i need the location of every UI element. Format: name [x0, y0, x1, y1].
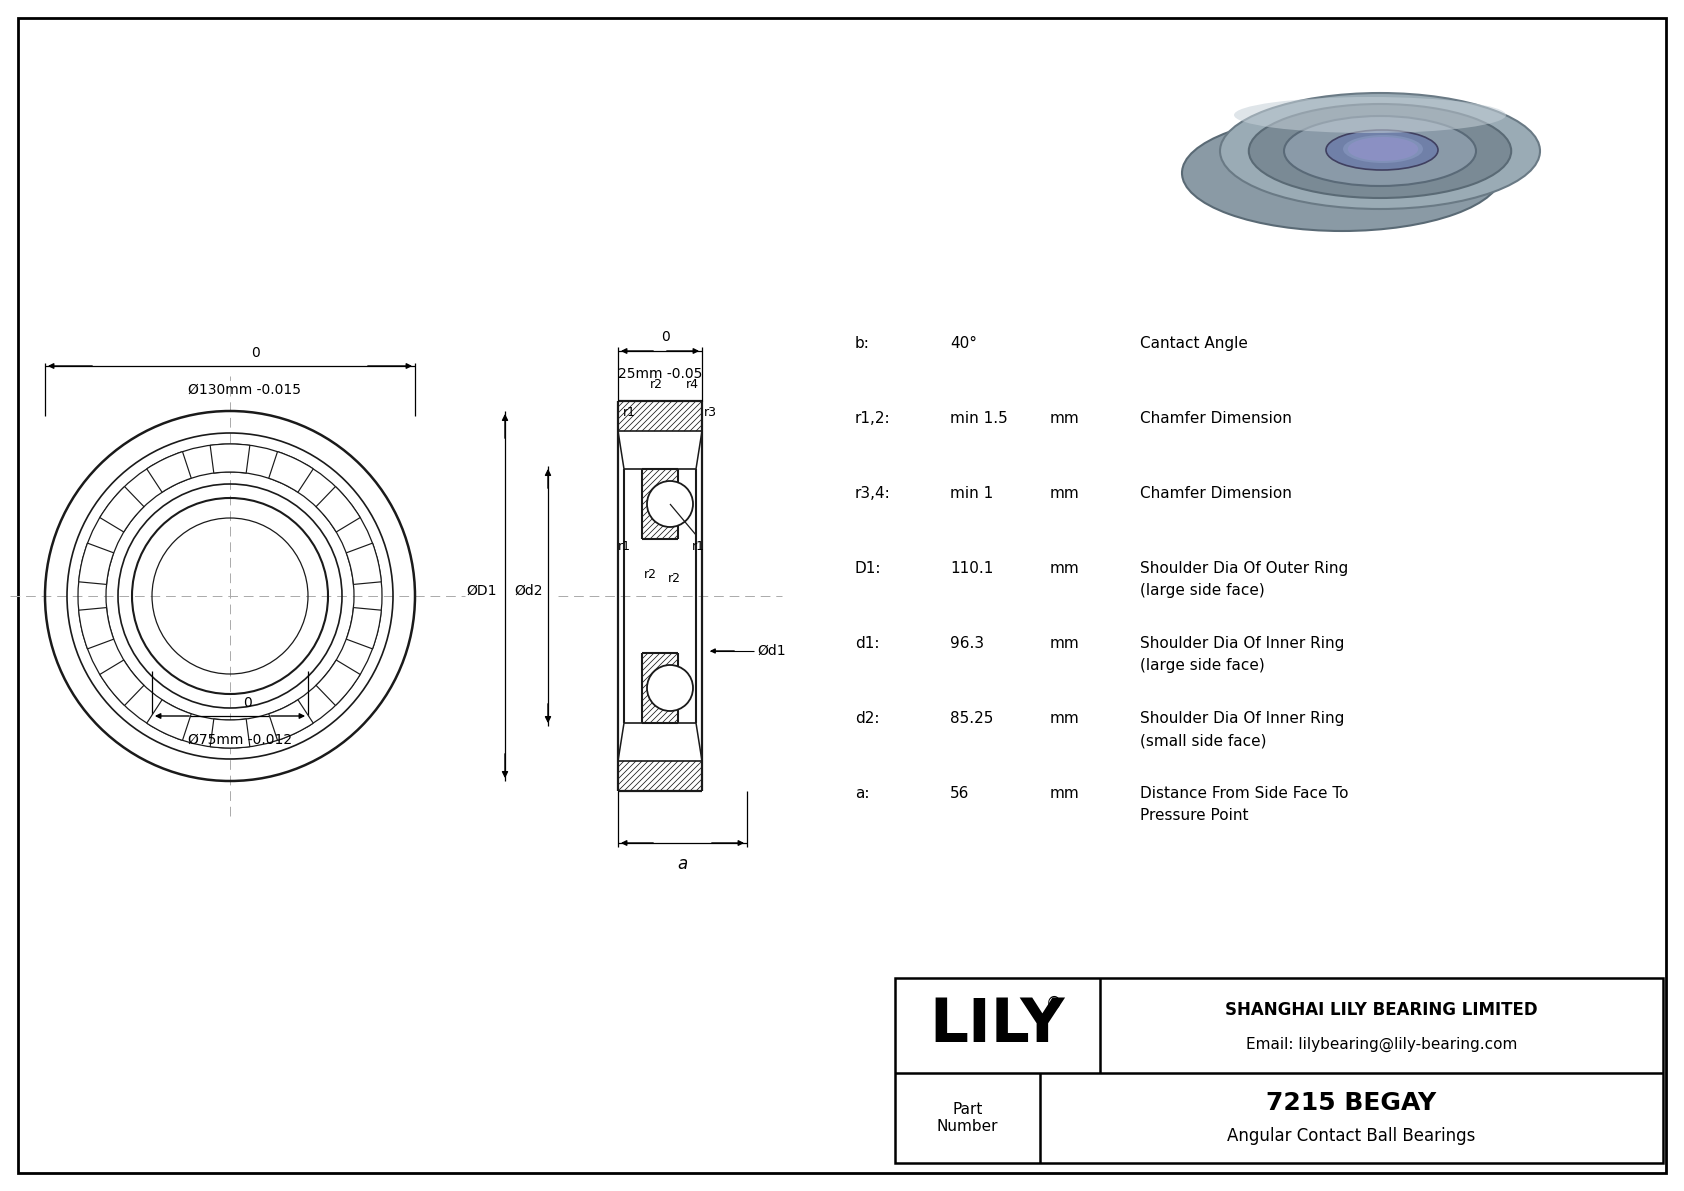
Text: r1: r1	[692, 540, 704, 553]
Text: Part
Number: Part Number	[936, 1102, 999, 1134]
Ellipse shape	[1219, 93, 1539, 208]
Wedge shape	[147, 451, 192, 492]
Text: 85.25: 85.25	[950, 711, 994, 727]
Wedge shape	[317, 660, 360, 705]
Ellipse shape	[1344, 135, 1423, 163]
Text: r4: r4	[685, 378, 699, 391]
Wedge shape	[210, 444, 249, 473]
Wedge shape	[347, 543, 381, 585]
Ellipse shape	[1234, 96, 1505, 133]
Text: mm: mm	[1051, 786, 1079, 802]
Text: r1,2:: r1,2:	[855, 411, 891, 426]
Text: Angular Contact Ball Bearings: Angular Contact Ball Bearings	[1228, 1127, 1475, 1145]
Text: 96.3: 96.3	[950, 636, 983, 651]
Text: 40°: 40°	[950, 336, 977, 351]
Wedge shape	[99, 487, 143, 532]
Text: r2: r2	[667, 572, 680, 585]
Text: 0: 0	[660, 330, 669, 344]
Text: min 1.5: min 1.5	[950, 411, 1007, 426]
Text: Ød2: Ød2	[515, 584, 542, 598]
Text: mm: mm	[1051, 411, 1079, 426]
Text: d1:: d1:	[855, 636, 879, 651]
Text: a: a	[677, 855, 687, 873]
Text: Distance From Side Face To: Distance From Side Face To	[1140, 786, 1349, 802]
Text: (large side face): (large side face)	[1140, 657, 1265, 673]
Text: D1:: D1:	[855, 561, 881, 576]
Text: r2: r2	[650, 378, 662, 391]
Text: (small side face): (small side face)	[1140, 732, 1266, 748]
Text: d2:: d2:	[855, 711, 879, 727]
Wedge shape	[79, 607, 115, 649]
Text: Shoulder Dia Of Inner Ring: Shoulder Dia Of Inner Ring	[1140, 636, 1344, 651]
Text: r1: r1	[618, 540, 630, 553]
Wedge shape	[269, 700, 313, 741]
Text: 7215 BEGAY: 7215 BEGAY	[1266, 1091, 1436, 1115]
Bar	[894, 978, 1664, 1162]
Text: ØD1: ØD1	[466, 584, 497, 598]
Text: 0: 0	[251, 347, 259, 360]
Text: ®: ®	[1046, 994, 1061, 1012]
Text: (large side face): (large side face)	[1140, 584, 1265, 598]
Wedge shape	[210, 719, 249, 748]
Circle shape	[647, 665, 694, 711]
Text: Ød1: Ød1	[758, 644, 786, 657]
Text: mm: mm	[1051, 711, 1079, 727]
Text: mm: mm	[1051, 486, 1079, 501]
Text: mm: mm	[1051, 561, 1079, 576]
Text: Ø130mm -0.015: Ø130mm -0.015	[189, 384, 301, 397]
Wedge shape	[317, 487, 360, 532]
Text: 0: 0	[244, 696, 253, 710]
Wedge shape	[79, 543, 115, 585]
Text: r1: r1	[623, 406, 637, 419]
Ellipse shape	[1250, 104, 1511, 198]
Text: Shoulder Dia Of Outer Ring: Shoulder Dia Of Outer Ring	[1140, 561, 1349, 576]
Text: Email: lilybearing@lily-bearing.com: Email: lilybearing@lily-bearing.com	[1246, 1037, 1517, 1052]
Ellipse shape	[1347, 137, 1418, 161]
Wedge shape	[147, 700, 192, 741]
Text: LILY: LILY	[930, 996, 1066, 1055]
Wedge shape	[99, 660, 143, 705]
Ellipse shape	[1325, 130, 1438, 170]
Text: 56: 56	[950, 786, 970, 802]
Text: r3: r3	[704, 406, 717, 419]
Text: 25mm -0.05: 25mm -0.05	[618, 367, 702, 381]
Text: Ø75mm -0.012: Ø75mm -0.012	[189, 732, 291, 747]
Text: r3,4:: r3,4:	[855, 486, 891, 501]
Text: b: b	[682, 507, 690, 520]
Text: 110.1: 110.1	[950, 561, 994, 576]
Text: Shoulder Dia Of Inner Ring: Shoulder Dia Of Inner Ring	[1140, 711, 1344, 727]
Text: Chamfer Dimension: Chamfer Dimension	[1140, 411, 1292, 426]
Text: a:: a:	[855, 786, 869, 802]
Text: min 1: min 1	[950, 486, 994, 501]
Text: r2: r2	[643, 567, 657, 580]
Text: SHANGHAI LILY BEARING LIMITED: SHANGHAI LILY BEARING LIMITED	[1226, 1002, 1537, 1019]
Text: b:: b:	[855, 336, 871, 351]
Ellipse shape	[1283, 116, 1475, 186]
Circle shape	[647, 481, 694, 526]
Text: mm: mm	[1051, 636, 1079, 651]
Text: Pressure Point: Pressure Point	[1140, 807, 1248, 823]
Text: Cantact Angle: Cantact Angle	[1140, 336, 1248, 351]
Text: Chamfer Dimension: Chamfer Dimension	[1140, 486, 1292, 501]
Wedge shape	[347, 607, 381, 649]
Ellipse shape	[1182, 116, 1502, 231]
Wedge shape	[269, 451, 313, 492]
